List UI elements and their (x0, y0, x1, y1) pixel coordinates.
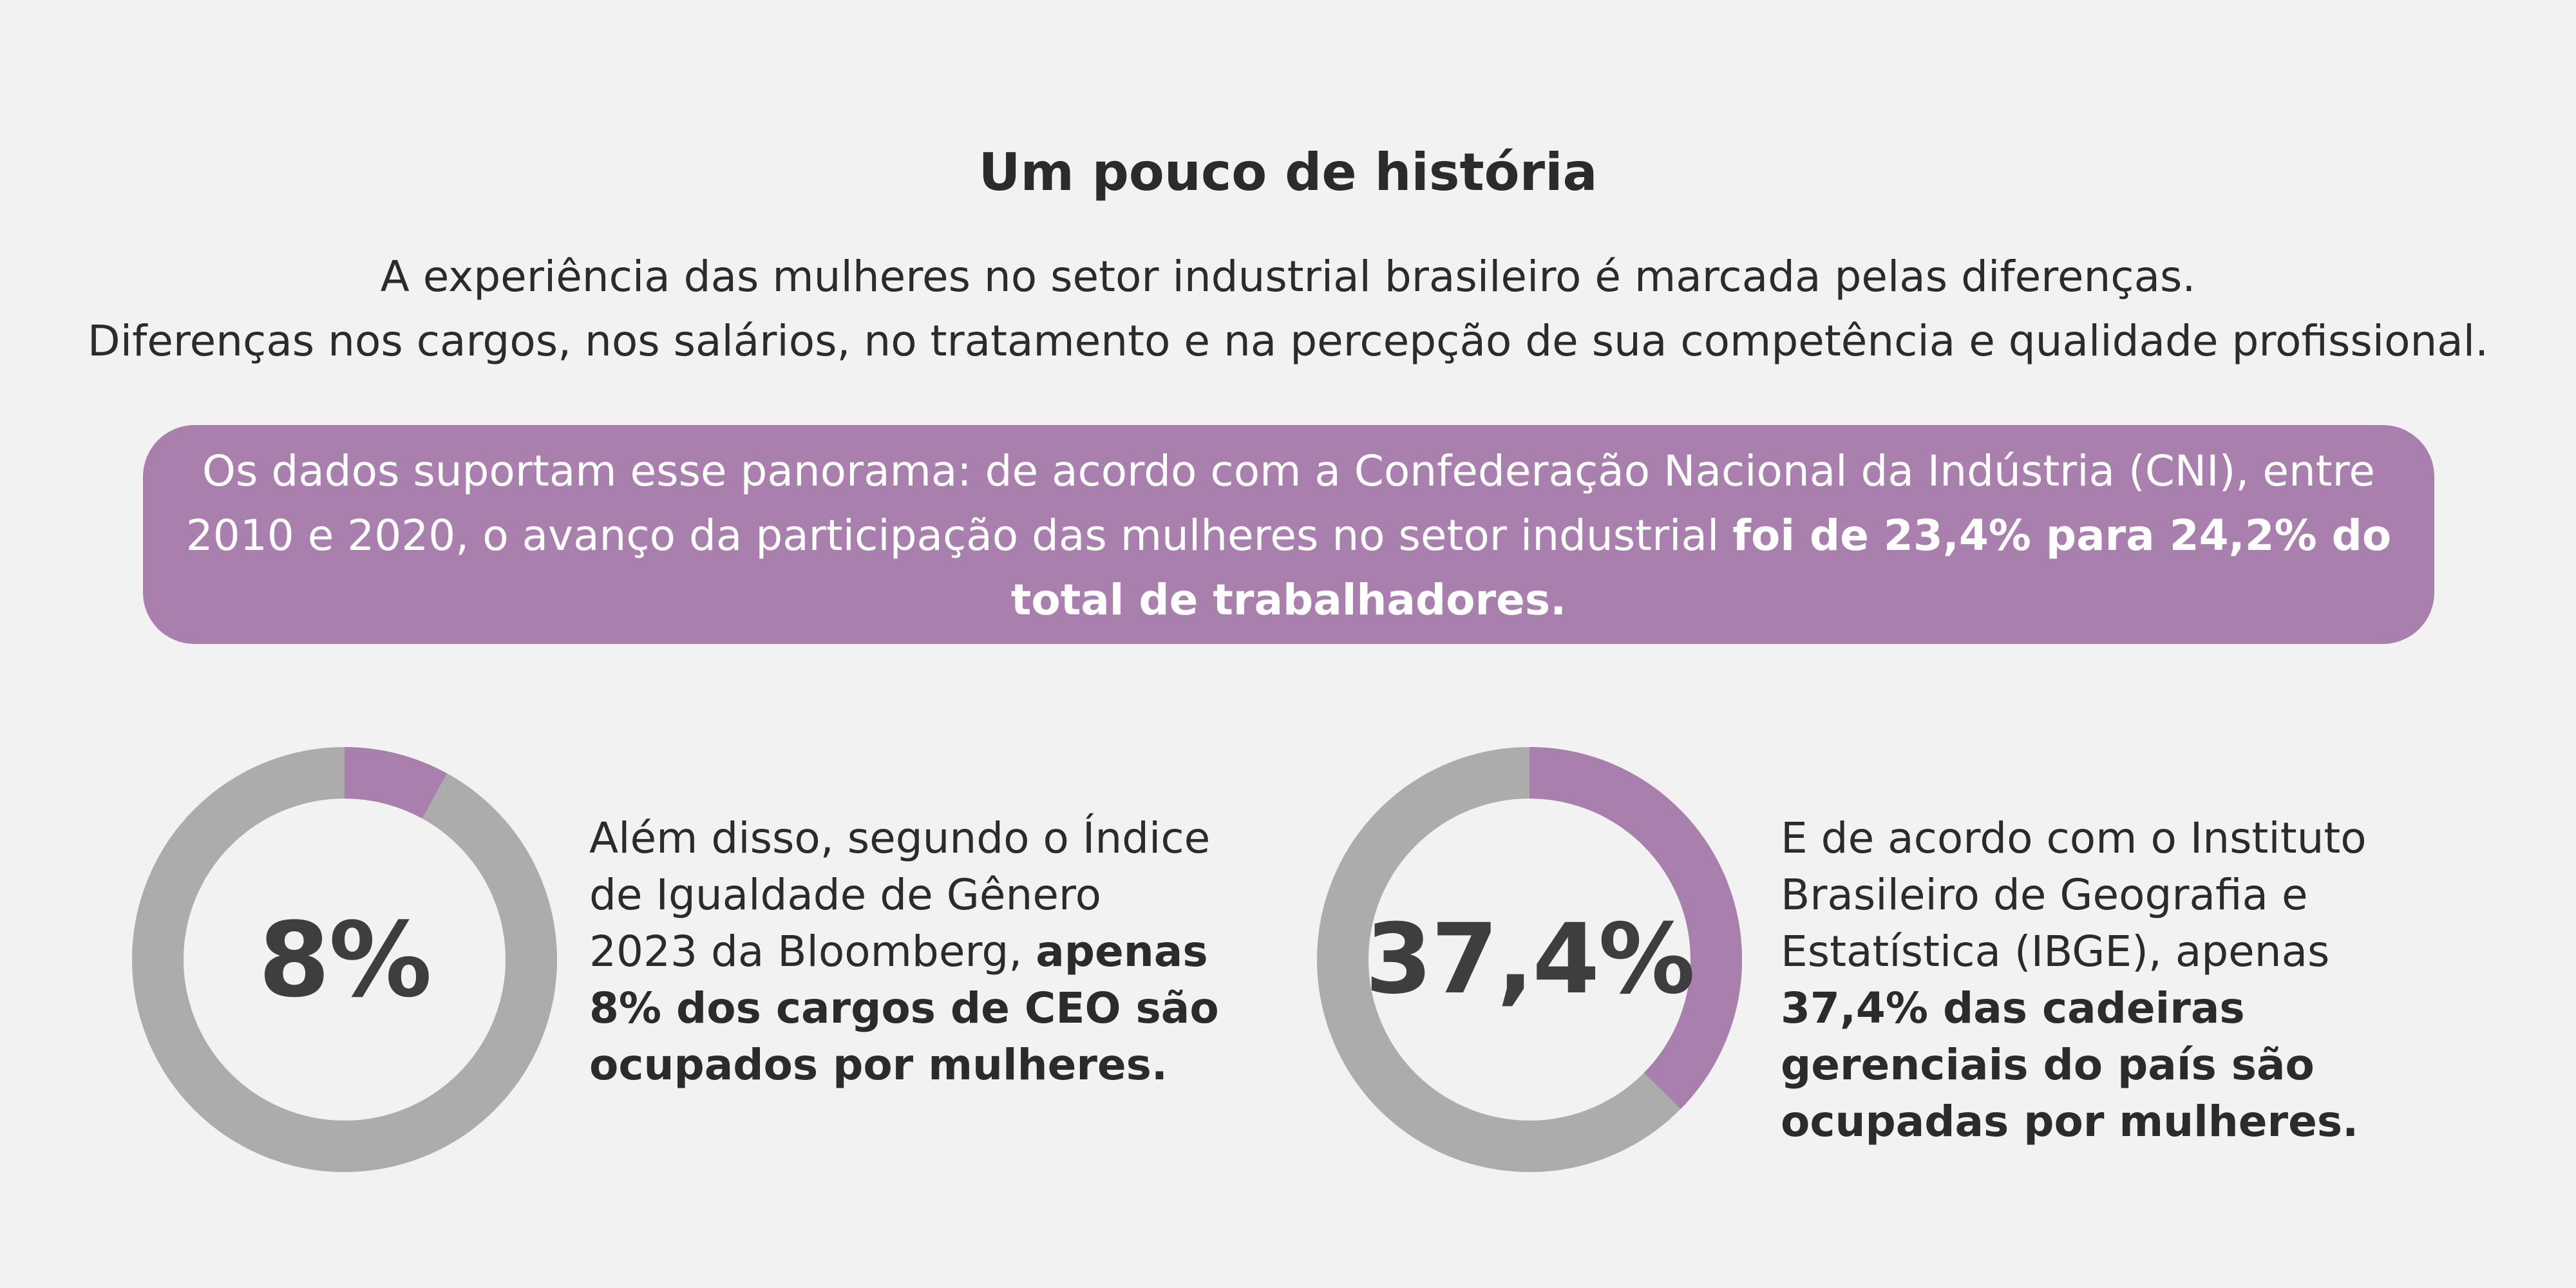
ceo-donut-chart: 8% (132, 747, 557, 1172)
management-stat-highlight: 37,4% das cadeiras gerenciais do país sã… (1781, 983, 2359, 1146)
ceo-stat-highlight: apenas 8% dos cargos de CEO são ocupados… (589, 927, 1219, 1090)
intro-line-1: A experiência das mulheres no setor indu… (380, 252, 2196, 301)
management-stat-text: E de acordo com o Instituto Brasileiro d… (1781, 810, 2425, 1150)
page-title: Um pouco de história (978, 142, 1598, 202)
banner-highlight: foi de 23,4% para 24,2% do total de trab… (1010, 511, 2392, 625)
management-donut-chart: 37,4% (1317, 747, 1742, 1172)
intro-line-2: Diferenças nos cargos, nos salários, no … (87, 316, 2489, 366)
cni-data-banner: Os dados suportam esse panorama: de acor… (143, 425, 2434, 644)
ceo-stat-text: Além disso, segundo o Índice de Igualdad… (589, 810, 1220, 1094)
intro-paragraph: A experiência das mulheres no setor indu… (0, 245, 2576, 374)
management-donut-arc (1317, 747, 1742, 1172)
management-percent-label: 37,4% (1365, 904, 1695, 1016)
ceo-percent-label: 8% (258, 899, 432, 1020)
ceo-stat-body: Além disso, segundo o Índice de Igualdad… (589, 813, 1211, 976)
ceo-donut-arc (132, 747, 557, 1172)
management-stat-body: E de acordo com o Instituto Brasileiro d… (1781, 813, 2367, 976)
banner-text: Os dados suportam esse panorama: de acor… (185, 446, 2375, 560)
